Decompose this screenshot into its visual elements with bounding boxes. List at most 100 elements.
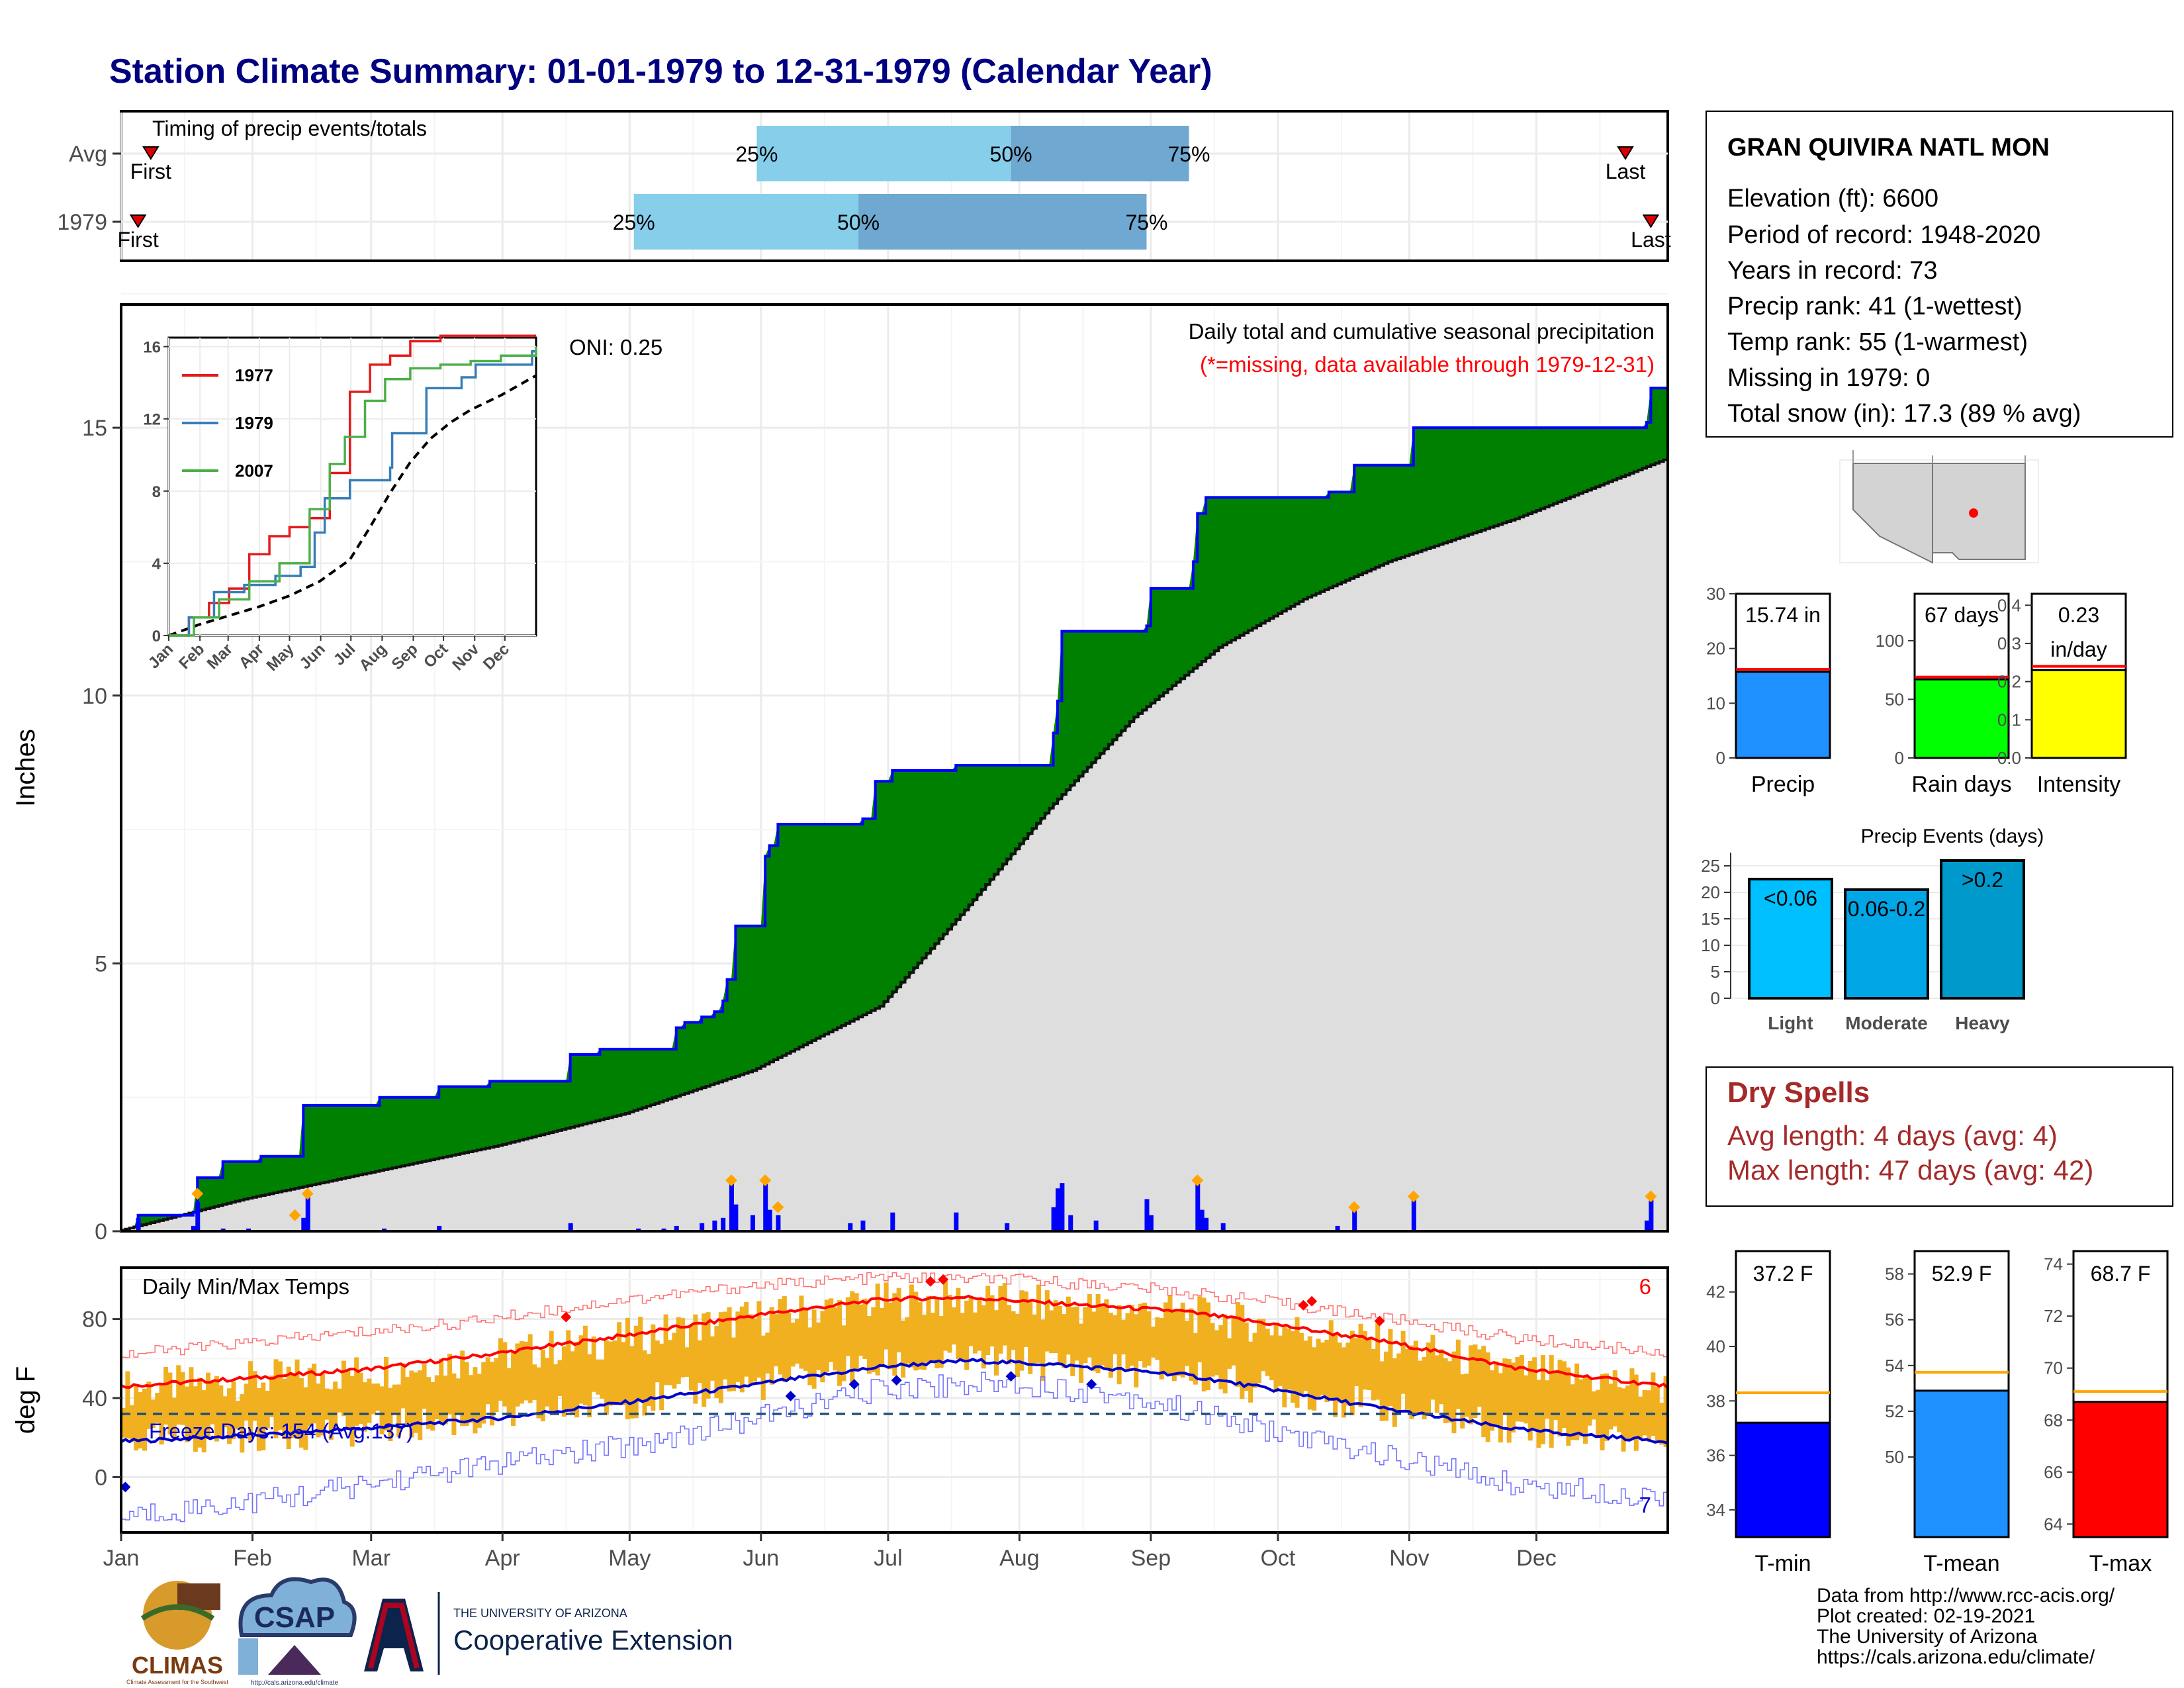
daily-temp-bar [1578, 1379, 1584, 1437]
temp-bar-tick-label: 74 [2044, 1254, 2063, 1274]
daily-temp-bar [790, 1323, 796, 1367]
daily-temp-bar [345, 1370, 351, 1429]
precip-event-marker [301, 1188, 314, 1200]
temp-frame [120, 1266, 1669, 1534]
temp-bar-tick-label: 66 [2044, 1462, 2063, 1482]
daily-temp-bar [833, 1307, 838, 1371]
daily-precip-bar [1352, 1207, 1357, 1231]
credit-url: https://cals.arizona.edu/climate/ [1817, 1646, 2095, 1668]
daily-precip-bar [1144, 1199, 1150, 1231]
daily-temp-bar [1240, 1305, 1245, 1399]
daily-temp-bar [1363, 1331, 1368, 1390]
daily-temp-bar [735, 1311, 741, 1382]
ua-small-text: THE UNIVERSITY OF ARIZONA [453, 1607, 627, 1620]
daily-temp-bar [913, 1291, 919, 1371]
temp-bar-label: T-min [1755, 1551, 1811, 1576]
summary-bar-precip: 0 10 20 30 15.74 in Precip [1706, 584, 1831, 797]
daily-temp-bar [413, 1372, 418, 1433]
record-low-marker [120, 1481, 131, 1493]
daily-temp-bar [231, 1382, 236, 1440]
temp-y-tick-label: 80 [82, 1307, 107, 1333]
daily-temp-bar [774, 1314, 779, 1367]
daily-temp-bar [1345, 1342, 1351, 1406]
daily-temp-bar [549, 1331, 554, 1413]
daily-precip-bar [776, 1215, 781, 1231]
daily-temp-bar [1079, 1323, 1084, 1383]
daily-temp-bar [786, 1312, 792, 1381]
climas-wordmark: CLIMAS [132, 1652, 223, 1679]
daily-temp-bar [947, 1294, 952, 1353]
inset-y-tick-label: 4 [152, 555, 161, 573]
daily-temp-bar [1163, 1302, 1169, 1374]
daily-temp-bar [993, 1310, 999, 1376]
daily-temp-bar [566, 1330, 571, 1411]
daily-temp-bar [1566, 1367, 1571, 1446]
daily-temp-bar [371, 1383, 376, 1415]
daily-temp-bar [968, 1295, 974, 1346]
daily-temp-bar [1277, 1335, 1283, 1386]
daily-temp-bar [536, 1367, 541, 1419]
daily-temp-bar [1617, 1387, 1622, 1432]
daily-temp-bar [570, 1351, 575, 1415]
daily-temp-bar [617, 1322, 622, 1403]
summary-bar-tick-label: 0.2 [1997, 672, 2021, 692]
daily-temp-bar [1256, 1319, 1261, 1383]
record-high-marker [561, 1311, 572, 1323]
daily-temp-bar [1193, 1333, 1198, 1385]
daily-temp-bar [917, 1302, 923, 1370]
record-low-marker [785, 1391, 796, 1402]
daily-temp-bar [1545, 1380, 1550, 1419]
daily-temp-bar [612, 1340, 617, 1405]
daily-temp-bar [760, 1335, 766, 1400]
temp-bar-tick-label: 36 [1706, 1446, 1725, 1466]
station-info-box: GRAN QUIVIRA NATL MON Elevation (ft): 66… [1706, 111, 2173, 438]
daily-temp-bar [481, 1362, 486, 1424]
daily-temp-bar [155, 1393, 160, 1423]
locator-map [1839, 450, 2039, 564]
credit-data-source: Data from http://www.rcc-acis.org/ [1817, 1585, 2115, 1607]
daily-temp-bar [1125, 1313, 1130, 1370]
daily-temp-bar [1629, 1368, 1635, 1440]
timing-first-label: First [118, 228, 159, 252]
climas-subtitle: Climate Assessment for the Southwest [126, 1679, 229, 1685]
temp-y-axis-label: deg F [11, 1366, 40, 1434]
precip-event-marker [1191, 1174, 1204, 1187]
timing-first-label: First [130, 160, 171, 183]
daily-temp-bar [553, 1364, 559, 1414]
daily-temp-bar [972, 1312, 978, 1354]
daily-temp-bar [1659, 1403, 1664, 1445]
daily-temp-bar [295, 1359, 300, 1440]
inset-legend-label: 1979 [235, 413, 273, 433]
daily-temp-bar [1324, 1339, 1330, 1403]
daily-temp-bar [1171, 1311, 1177, 1382]
record-low-marker [1086, 1379, 1097, 1390]
summary-bar-value-unit: in/day [2050, 637, 2107, 661]
daily-temp-bar [744, 1301, 749, 1377]
daily-temp-bar [752, 1318, 758, 1382]
ua-block-a-inner [368, 1603, 420, 1669]
daily-temp-bar [981, 1305, 986, 1369]
daily-temp-bar [1443, 1358, 1448, 1423]
month-tick-label: Feb [233, 1546, 272, 1571]
timing-last-marker [1617, 146, 1634, 160]
daily-temp-bar [460, 1350, 465, 1427]
timing-last-label: Last [1606, 160, 1646, 183]
daily-temp-bar [341, 1360, 346, 1416]
summary-bar-value: 0.23 [2058, 603, 2099, 627]
daily-precip-bar [954, 1212, 959, 1231]
timing-rows: Avg 25% 50% 75% First Last 1979 25% 50% 75% First L… [57, 126, 1671, 252]
csap-bars [238, 1638, 258, 1675]
daily-temp-bar [629, 1346, 635, 1419]
daily-temp-bar [1032, 1314, 1037, 1364]
daily-temp-bar [582, 1325, 588, 1406]
daily-precip-bar [700, 1223, 705, 1231]
csap-cloud [238, 1577, 357, 1637]
dry-spells-avg: Avg length: 4 days (avg: 4) [1727, 1120, 2058, 1151]
daily-temp-bar [1269, 1335, 1275, 1381]
daily-temp-bar [693, 1314, 698, 1404]
daily-precip-bar [1204, 1217, 1209, 1231]
daily-temp-bar [905, 1317, 910, 1364]
daily-temp-bar [1197, 1296, 1203, 1363]
timing-p75-label: 75% [1167, 142, 1210, 166]
